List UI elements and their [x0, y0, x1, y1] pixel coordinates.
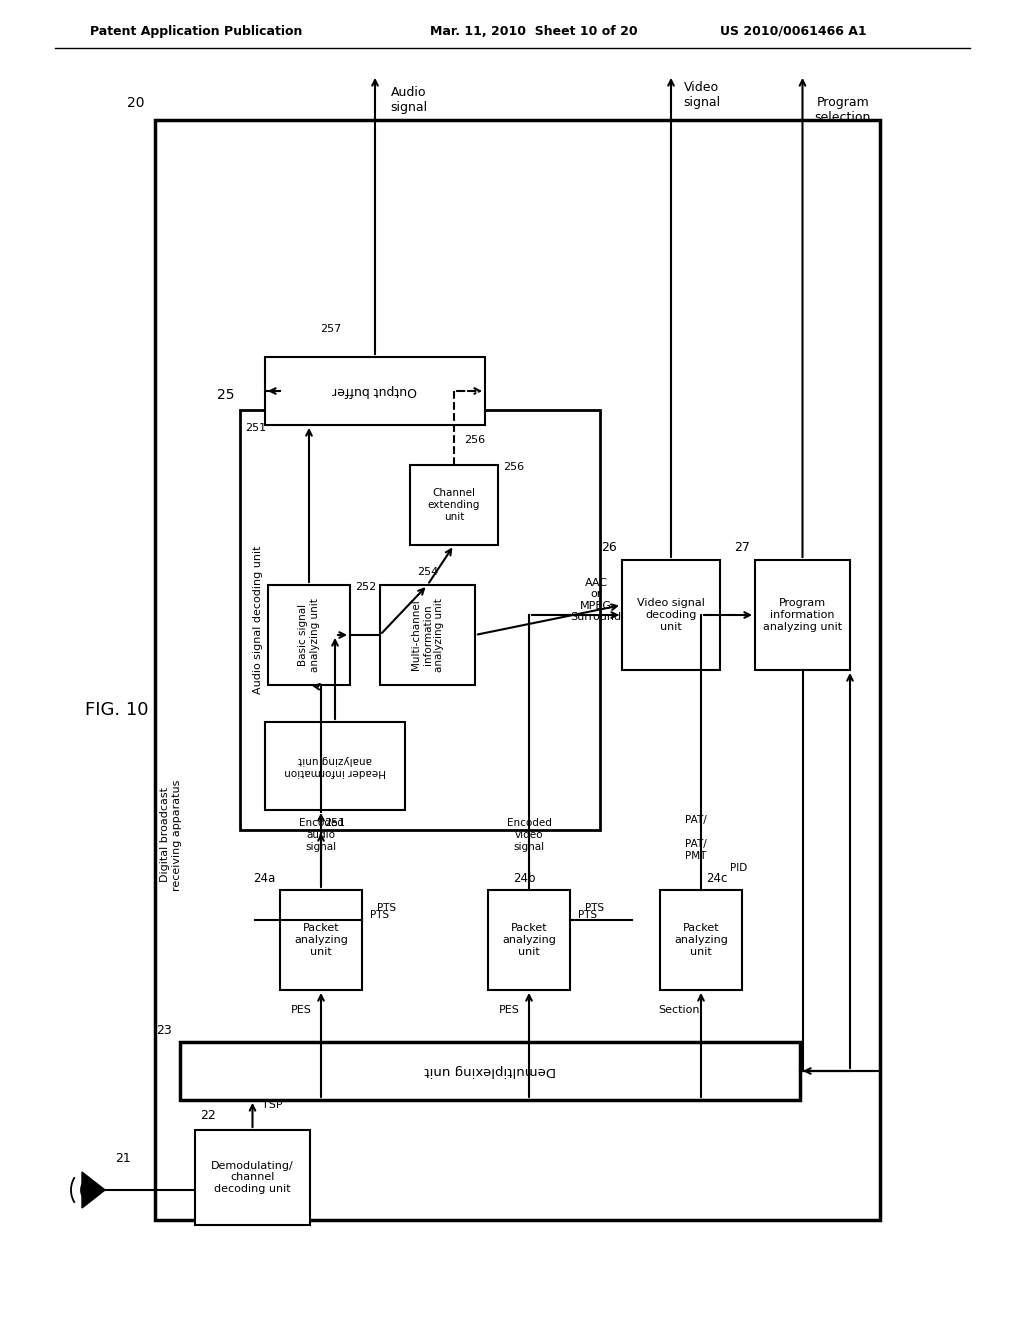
Text: 24a: 24a — [253, 873, 275, 884]
Text: US 2010/0061466 A1: US 2010/0061466 A1 — [720, 25, 866, 38]
Text: Encoded
audio
signal: Encoded audio signal — [299, 818, 343, 851]
Bar — [755, 560, 850, 671]
Bar — [195, 1130, 310, 1225]
Text: Output buffer: Output buffer — [333, 384, 418, 397]
Text: Basic signal
analyzing unit: Basic signal analyzing unit — [298, 598, 319, 672]
Text: 257: 257 — [321, 323, 342, 334]
Text: 23: 23 — [157, 1024, 172, 1038]
Bar — [240, 411, 600, 830]
Text: 251: 251 — [325, 818, 345, 828]
Bar — [280, 890, 362, 990]
Text: 24c: 24c — [706, 873, 727, 884]
Text: Encoded
video
signal: Encoded video signal — [507, 818, 552, 851]
Text: 27: 27 — [734, 541, 750, 554]
Text: AAC
or
MPEG
Surround: AAC or MPEG Surround — [570, 578, 622, 623]
Text: Audio
signal: Audio signal — [390, 86, 427, 114]
Text: 256: 256 — [464, 436, 485, 445]
Text: Video signal
decoding
unit: Video signal decoding unit — [637, 598, 705, 631]
Bar — [155, 120, 880, 1220]
Polygon shape — [82, 1172, 105, 1208]
Text: Header information
analyzing unit: Header information analyzing unit — [284, 755, 386, 776]
Text: 251: 251 — [245, 422, 266, 433]
Text: Packet
analyzing
unit: Packet analyzing unit — [294, 924, 348, 957]
Text: Packet
analyzing
unit: Packet analyzing unit — [674, 924, 728, 957]
Text: Mar. 11, 2010  Sheet 10 of 20: Mar. 11, 2010 Sheet 10 of 20 — [430, 25, 638, 38]
Text: Demodulating/
channel
decoding unit: Demodulating/ channel decoding unit — [211, 1160, 294, 1195]
Text: Section: Section — [658, 1005, 699, 1015]
Text: PTS: PTS — [377, 903, 396, 913]
Text: 22: 22 — [200, 1109, 216, 1122]
Text: 254: 254 — [417, 568, 438, 577]
Text: Packet
analyzing
unit: Packet analyzing unit — [502, 924, 556, 957]
Bar — [265, 722, 406, 810]
Text: PES: PES — [291, 1005, 311, 1015]
Text: Program
selection: Program selection — [814, 96, 870, 124]
Bar — [488, 890, 570, 990]
Text: Video
signal: Video signal — [683, 81, 720, 110]
Text: Digital broadcast
receiving apparatus: Digital broadcast receiving apparatus — [160, 779, 182, 891]
Text: Multi-channel
information
analyzing unit: Multi-channel information analyzing unit — [411, 598, 444, 672]
Text: FIG. 10: FIG. 10 — [85, 701, 148, 719]
Text: PAT/: PAT/ — [685, 814, 707, 825]
Text: PES: PES — [499, 1005, 519, 1015]
Text: 26: 26 — [601, 541, 617, 554]
Bar — [622, 560, 720, 671]
Text: 25: 25 — [217, 388, 234, 403]
Text: PTS: PTS — [370, 909, 389, 920]
Bar — [380, 585, 475, 685]
Bar — [265, 356, 485, 425]
Text: Demultiplexing unit: Demultiplexing unit — [424, 1064, 556, 1077]
Text: 256: 256 — [503, 462, 524, 473]
Bar — [410, 465, 498, 545]
Bar — [180, 1041, 800, 1100]
Text: Audio signal decoding unit: Audio signal decoding unit — [253, 545, 263, 694]
Text: TSP: TSP — [262, 1100, 283, 1110]
Text: Channel
extending
unit: Channel extending unit — [428, 488, 480, 521]
Text: 20: 20 — [128, 96, 145, 110]
Text: PAT/
PMT: PAT/ PMT — [685, 840, 707, 861]
Text: 24b: 24b — [513, 873, 536, 884]
Text: Program
information
analyzing unit: Program information analyzing unit — [763, 598, 842, 631]
Text: PTS: PTS — [585, 903, 604, 913]
Bar — [660, 890, 742, 990]
Text: PTS: PTS — [578, 909, 597, 920]
Text: 21: 21 — [115, 1152, 131, 1166]
Text: Patent Application Publication: Patent Application Publication — [90, 25, 302, 38]
Text: 252: 252 — [355, 582, 376, 591]
Bar — [268, 585, 350, 685]
Text: PID: PID — [730, 863, 748, 873]
